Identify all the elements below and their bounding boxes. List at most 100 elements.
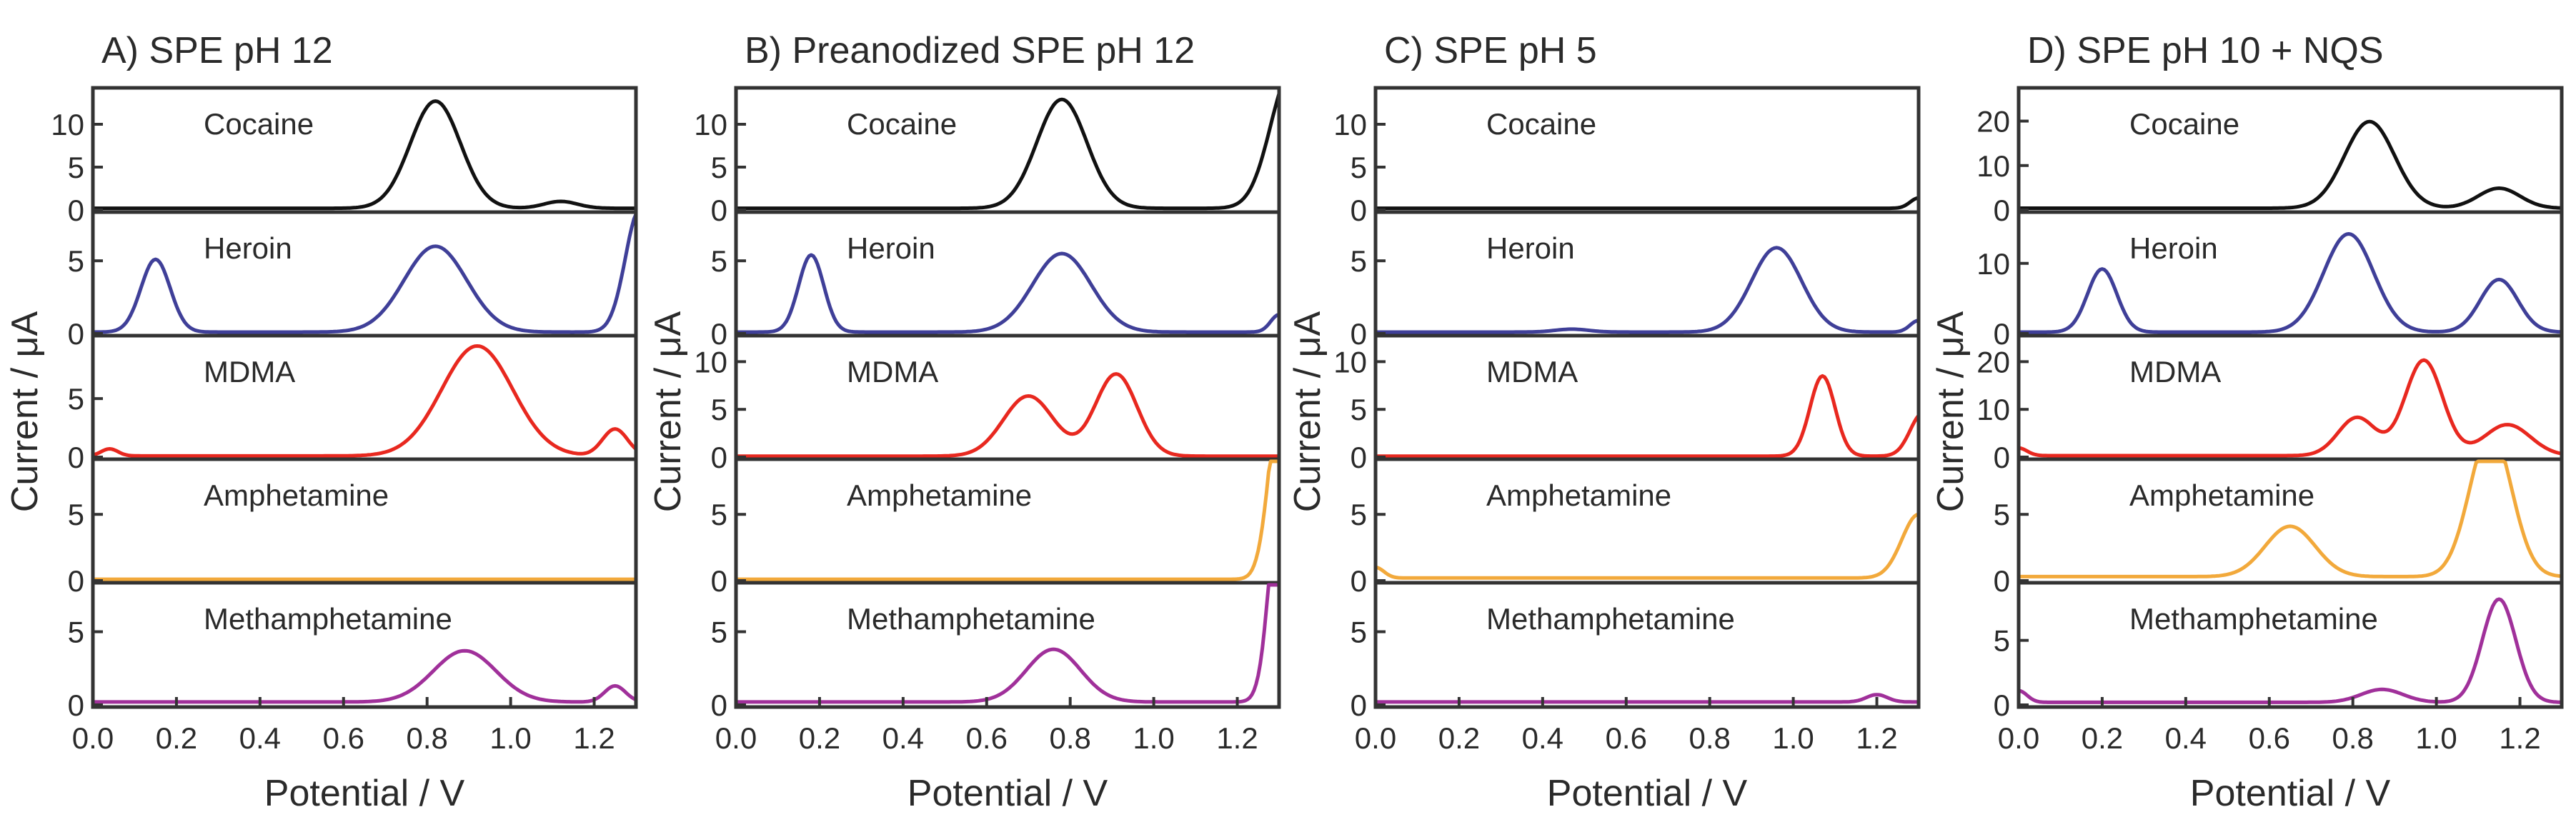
y-tick-label: 0 (68, 564, 84, 598)
panel-c: C) SPE pH 5 0 5 10 Cocaine 0 5 Heroin 0 5 10 MDMA 0 5… (1287, 30, 1921, 814)
trace-group-methamphetamine: 0 5 Methamphetamine (68, 602, 638, 722)
x-tick-label: 0.0 (1355, 721, 1396, 755)
y-tick-label: 10 (1333, 108, 1367, 141)
x-tick-label: 1.2 (1856, 721, 1897, 755)
trace-heroin (734, 251, 1281, 334)
panel-a: A) SPE pH 12 0 5 10 Cocaine 0 5 Heroin 0 5 MDMA 0 5 A… (4, 30, 638, 814)
trace-label-cocaine: Cocaine (847, 107, 957, 141)
x-tick-label: 1.0 (489, 721, 531, 755)
x-tick-label: 0.2 (156, 721, 197, 755)
x-tick-label: 0.0 (1998, 721, 2039, 755)
trace-group-mdma: 0 5 10 MDMA (1333, 345, 1921, 474)
y-tick-label: 10 (694, 108, 727, 141)
x-tick-label: 0.8 (406, 721, 447, 755)
trace-group-amphetamine: 0 5 Amphetamine (68, 478, 638, 598)
trace-group-heroin: 0 5 Heroin (1351, 231, 1921, 351)
y-tick-label: 10 (1333, 345, 1367, 379)
y-tick-label: 5 (711, 244, 727, 278)
y-tick-label: 0 (1994, 317, 2010, 351)
trace-label-amphetamine: Amphetamine (204, 478, 389, 512)
trace-group-mdma: 0 5 MDMA (68, 344, 638, 474)
trace-cocaine (1373, 196, 1921, 211)
x-tick-label: 0.8 (1049, 721, 1090, 755)
trace-label-heroin: Heroin (2129, 231, 2218, 265)
y-tick-label: 5 (711, 498, 727, 531)
x-tick-label: 1.2 (573, 721, 615, 755)
y-tick-label: 20 (1976, 345, 2010, 379)
y-tick-label: 20 (1976, 105, 2010, 139)
y-tick-label: 10 (51, 108, 84, 141)
trace-label-amphetamine: Amphetamine (1486, 478, 1671, 512)
x-tick-label: 0.2 (799, 721, 840, 755)
trace-group-amphetamine: 0 5 Amphetamine (1994, 459, 2564, 598)
trace-group-methamphetamine: 0 5 Methamphetamine (1351, 602, 1921, 722)
trace-label-amphetamine: Amphetamine (2129, 478, 2314, 512)
y-tick-label: 5 (68, 244, 84, 278)
trace-group-cocaine: 0 5 10 Cocaine (1333, 107, 1921, 227)
x-tick-label: 0.4 (882, 721, 924, 755)
y-tick-label: 0 (1351, 194, 1367, 227)
trace-group-methamphetamine: 0 5 Methamphetamine (711, 583, 1281, 722)
trace-heroin (2016, 232, 2564, 334)
trace-label-cocaine: Cocaine (2129, 107, 2239, 141)
y-tick-label: 0 (1994, 564, 2010, 598)
trace-amphetamine (2016, 459, 2564, 578)
trace-methamphetamine (1373, 693, 1921, 704)
y-tick-label: 5 (68, 382, 84, 416)
trace-group-mdma: 0 10 20 MDMA (1976, 345, 2564, 474)
x-tick-label: 0.4 (2165, 721, 2207, 755)
y-tick-label: 0 (711, 564, 727, 598)
x-tick-label: 1.0 (1772, 721, 1814, 755)
y-tick-label: 10 (1976, 393, 2010, 426)
x-tick-label: 1.2 (1216, 721, 1258, 755)
x-tick-label: 0.6 (2249, 721, 2290, 755)
y-tick-label: 0 (1994, 441, 2010, 474)
y-axis-title: Current / μA (647, 311, 689, 513)
y-tick-label: 5 (1351, 616, 1367, 649)
panel-title: A) SPE pH 12 (101, 30, 333, 71)
trace-mdma (734, 372, 1281, 458)
panel-frame (2016, 86, 2564, 709)
x-tick-label: 1.0 (1133, 721, 1174, 755)
y-tick-label: 5 (68, 151, 84, 184)
trace-group-mdma: 0 5 10 MDMA (694, 345, 1281, 474)
y-tick-label: 0 (1351, 441, 1367, 474)
trace-group-cocaine: 0 5 10 Cocaine (694, 91, 1281, 227)
panel-frame (91, 86, 638, 709)
y-axis-title: Current / μA (1930, 311, 1971, 513)
trace-group-cocaine: 0 10 20 Cocaine (1976, 105, 2564, 227)
y-tick-label: 5 (711, 151, 727, 184)
x-axis-title: Potential / V (2190, 773, 2391, 814)
panel-title: D) SPE pH 10 + NQS (2027, 30, 2384, 71)
y-tick-label: 0 (1351, 317, 1367, 351)
trace-label-mdma: MDMA (1486, 355, 1578, 389)
x-axis-title: Potential / V (1547, 773, 1748, 814)
y-tick-label: 5 (711, 616, 727, 649)
x-tick-label: 0.6 (1606, 721, 1647, 755)
trace-methamphetamine (2016, 597, 2564, 704)
trace-amphetamine (734, 459, 1281, 581)
y-tick-label: 5 (68, 616, 84, 649)
trace-cocaine (734, 91, 1281, 211)
trace-group-cocaine: 0 5 10 Cocaine (51, 99, 638, 227)
y-tick-label: 5 (1994, 624, 2010, 658)
x-axis-title: Potential / V (264, 773, 465, 814)
trace-amphetamine (1373, 512, 1921, 580)
trace-label-heroin: Heroin (847, 231, 935, 265)
x-tick-label: 1.2 (2499, 721, 2540, 755)
trace-label-heroin: Heroin (204, 231, 292, 265)
trace-cocaine (2016, 119, 2564, 210)
x-tick-label: 0.4 (239, 721, 281, 755)
x-tick-label: 0.6 (966, 721, 1008, 755)
y-tick-label: 0 (1351, 688, 1367, 722)
trace-heroin (1373, 246, 1921, 334)
y-tick-label: 5 (1351, 498, 1367, 531)
panel-title: B) Preanodized SPE pH 12 (745, 30, 1195, 71)
y-tick-label: 0 (68, 688, 84, 722)
y-axis-title: Current / μA (1287, 311, 1328, 513)
x-tick-label: 0.8 (1689, 721, 1730, 755)
x-tick-label: 1.0 (2415, 721, 2457, 755)
x-tick-label: 0.8 (2332, 721, 2373, 755)
x-tick-label: 0.2 (2082, 721, 2123, 755)
